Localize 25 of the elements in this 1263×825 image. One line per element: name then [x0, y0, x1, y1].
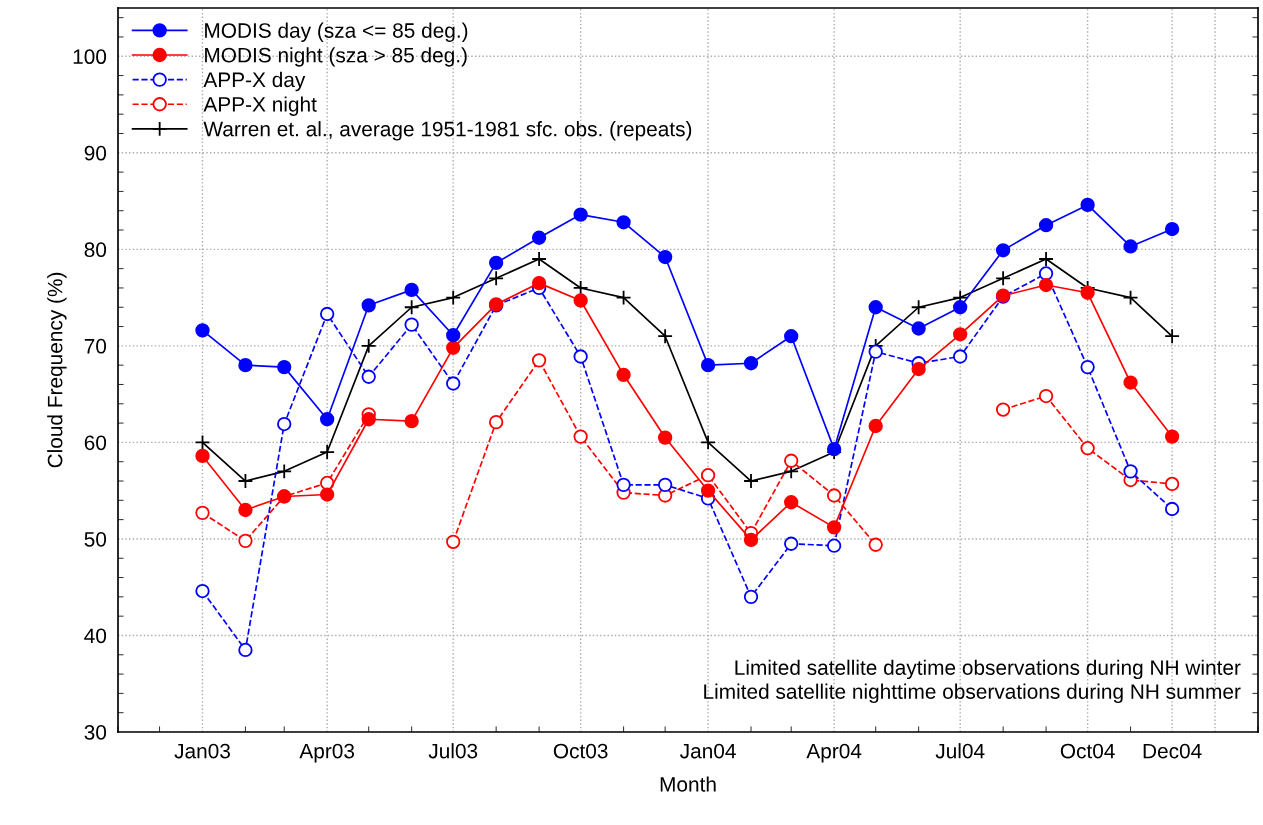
x-tick-label: Jan03	[174, 743, 230, 759]
y-axis-title: Cloud Frequency (%)	[47, 272, 67, 468]
x-tick-label: Apr03	[299, 743, 355, 763]
y-tick-label: 100	[73, 49, 107, 65]
y-tick-label: 90	[84, 145, 107, 161]
legend-label: MODIS night (sza > 85 deg.)	[205, 47, 467, 67]
y-tick-label: 30	[84, 725, 107, 740]
x-tick-label: Apr04	[806, 743, 862, 763]
y-tick-label: 80	[84, 242, 107, 258]
x-tick-label: Jul04	[935, 743, 985, 759]
x-axis-title: Month	[660, 776, 716, 792]
legend-label: APP-X day	[203, 71, 306, 92]
legend-label: APP-X night	[203, 96, 317, 116]
x-tick-label: Oct03	[553, 743, 608, 759]
annotation: Limited satellite daytime observations during NH winter Limited satellite nighttime observations during NH summer	[704, 659, 1241, 704]
y-tick-label: 50	[84, 531, 107, 547]
x-tick-label: Jan04	[680, 743, 736, 759]
legend-label: Warren et. al., average 1951-1981 sfc. obs. (repeats)	[203, 121, 692, 141]
y-tick-label: 60	[84, 435, 107, 451]
x-tick-label: Dec04	[1143, 743, 1202, 759]
y-tick-label: 70	[84, 338, 107, 354]
legend-label: MODIS day (sza <= 85 deg.)	[205, 22, 468, 42]
x-tick-label: Jul03	[428, 743, 478, 759]
y-tick-label: 40	[84, 628, 107, 644]
x-tick-label: Oct04	[1060, 743, 1115, 759]
